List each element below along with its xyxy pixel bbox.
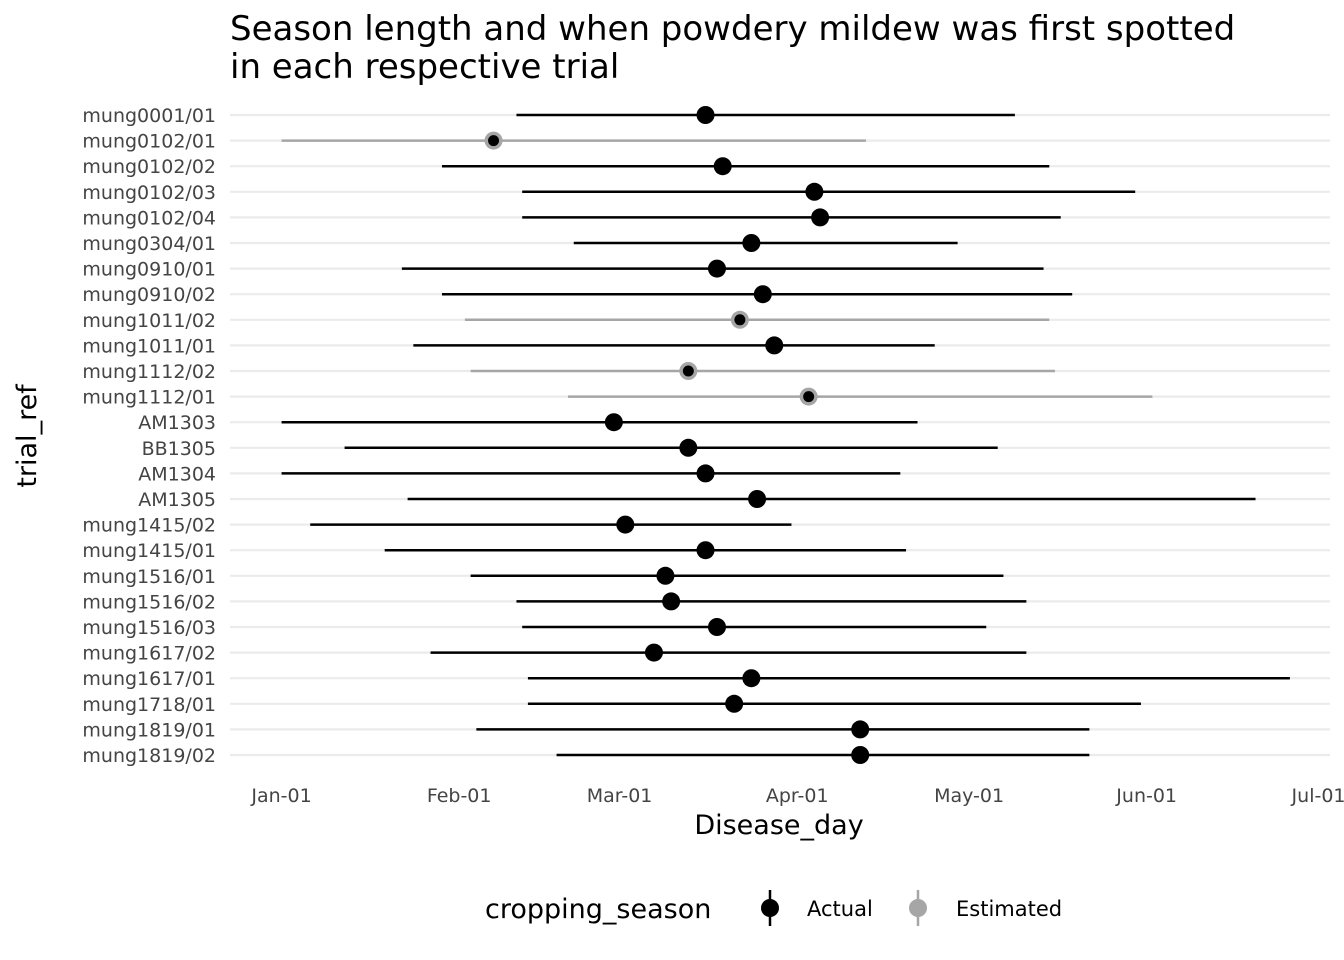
gridlines [230, 113, 1330, 757]
disease-day-point [656, 566, 675, 585]
y-tick-label: mung1516/03 [82, 617, 216, 639]
chart-title-line-2: in each respective trial [230, 47, 619, 87]
disease-day-point [748, 490, 767, 508]
y-tick-label: mung1718/01 [82, 694, 216, 716]
disease-day-point [742, 234, 761, 252]
legend-key-actual-dot [761, 899, 779, 917]
disease-day-point [707, 618, 726, 636]
y-tick-label: mung0304/01 [82, 233, 216, 255]
disease-day-point [713, 157, 732, 176]
disease-day-point [604, 413, 623, 432]
y-tick-label: mung1112/01 [82, 387, 216, 409]
x-tick-label: Feb-01 [427, 785, 492, 807]
disease-day-point [851, 720, 870, 739]
chart-title-line-1: Season length and when powdery mildew wa… [230, 9, 1235, 49]
y-tick-label: mung1415/02 [82, 515, 216, 537]
x-tick-label: Apr-01 [766, 785, 829, 807]
disease-day-point-center [734, 314, 746, 326]
disease-day-point [725, 694, 744, 713]
disease-day-point [742, 669, 761, 688]
disease-day-point [805, 182, 824, 201]
y-tick-label: mung1617/01 [82, 668, 216, 690]
y-tick-label: mung1819/01 [82, 719, 216, 741]
legend-label-actual: Actual [807, 897, 873, 921]
y-tick-label: mung0910/01 [82, 259, 216, 281]
x-axis-title: Disease_day [694, 810, 863, 841]
disease-day-point [765, 336, 784, 355]
y-tick-label: mung0102/03 [82, 182, 216, 204]
x-tick-label: Jan-01 [250, 785, 311, 807]
disease-day-point-center [803, 391, 815, 403]
y-tick-label: mung0102/04 [82, 207, 216, 229]
y-tick-label: mung1617/02 [82, 643, 216, 665]
disease-day-point-center [488, 135, 500, 147]
x-axis-tick-labels: Jan-01 Feb-01 Mar-01 Apr-01 May-01 Jun-01 Jul-… [250, 785, 1344, 807]
y-axis-title: trial_ref [12, 383, 43, 488]
disease-day-point [644, 643, 663, 662]
y-tick-label: mung1011/01 [82, 335, 216, 357]
y-tick-label: mung1011/02 [82, 310, 216, 332]
y-tick-label: mung0102/02 [82, 156, 216, 178]
disease-day-point [707, 259, 726, 278]
disease-day-point [753, 285, 772, 304]
disease-day-point [616, 515, 635, 534]
legend-key-estimated-dot [909, 899, 927, 917]
y-axis-tick-labels: mung0001/01 mung0102/01 mung0102/02 mung010… [82, 105, 216, 767]
disease-day-point [811, 208, 830, 227]
disease-day-point [696, 464, 715, 483]
y-tick-label: mung0001/01 [82, 105, 216, 127]
season-range-lines [281, 113, 1290, 757]
x-tick-label: Jun-01 [1115, 785, 1177, 807]
y-tick-label: AM1305 [138, 489, 216, 511]
legend-label-estimated: Estimated [956, 897, 1062, 921]
disease-day-point [851, 746, 870, 764]
x-tick-label: Jul-01 [1291, 785, 1344, 807]
disease-day-points [484, 106, 870, 764]
y-tick-label: BB1305 [142, 438, 216, 460]
disease-day-point-center [682, 365, 694, 377]
legend-title: cropping_season [485, 894, 711, 925]
legend: cropping_season Actual Estimated [485, 890, 1062, 926]
disease-day-point [696, 541, 715, 560]
x-tick-label: May-01 [934, 785, 1004, 807]
disease-day-point [696, 106, 715, 124]
y-tick-label: mung0910/02 [82, 284, 216, 306]
y-tick-label: mung0102/01 [82, 131, 216, 153]
y-tick-label: mung1112/02 [82, 361, 216, 383]
legend-key-actual [761, 890, 779, 926]
disease-day-point [679, 438, 698, 457]
y-tick-label: mung1415/01 [82, 540, 216, 562]
legend-key-estimated [909, 890, 927, 926]
y-tick-label: mung1516/01 [82, 566, 216, 588]
y-tick-label: AM1304 [138, 463, 216, 485]
disease-day-point [662, 592, 681, 611]
y-tick-label: mung1516/02 [82, 591, 216, 613]
x-tick-label: Mar-01 [587, 785, 653, 807]
y-tick-label: mung1819/02 [82, 745, 216, 767]
y-tick-label: AM1303 [138, 412, 216, 434]
